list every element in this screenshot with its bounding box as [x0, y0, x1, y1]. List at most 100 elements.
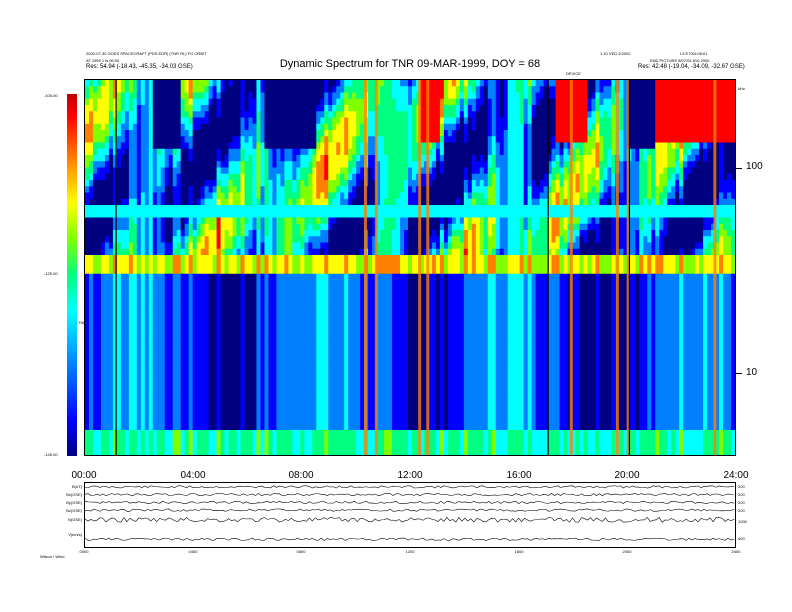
- heatmap-cell: [328, 261, 333, 268]
- heatmap-cell: [96, 442, 102, 450]
- heatmap-cell: [160, 173, 166, 181]
- heatmap-cell: [200, 86, 206, 93]
- heatmap-cell: [300, 423, 305, 431]
- heatmap-cell: [348, 98, 353, 106]
- heatmap-cell: [384, 286, 389, 293]
- heatmap-cell: [104, 161, 110, 168]
- heatmap-cell: [184, 342, 190, 350]
- heatmap-cell: [304, 336, 309, 343]
- heatmap-cell: [368, 386, 373, 393]
- heatmap-cell: [168, 442, 174, 450]
- heatmap-cell: [92, 298, 98, 306]
- heatmap-cell: [136, 130, 142, 137]
- heatmap-cell: [348, 380, 353, 387]
- heatmap-cell: [276, 436, 281, 443]
- heatmap-cell: [244, 92, 249, 100]
- heatmap-cell: [216, 342, 221, 350]
- heatmap-cell: [240, 392, 245, 400]
- heatmap-cell: [140, 442, 146, 450]
- heatmap-cell: [276, 286, 281, 293]
- heatmap-cell: [404, 361, 409, 368]
- heatmap-cell: [192, 86, 198, 93]
- heatmap-cell: [384, 211, 389, 218]
- heatmap-cell: [100, 186, 106, 193]
- heatmap-cell: [148, 380, 154, 387]
- heatmap-cell: [108, 161, 114, 168]
- heatmap-cell: [160, 111, 166, 118]
- heatmap-cell: [280, 80, 285, 87]
- heatmap-cell: [124, 161, 130, 168]
- heatmap-cell: [372, 86, 377, 93]
- heatmap-cell: [140, 198, 146, 206]
- heatmap-cell: [300, 267, 305, 275]
- heatmap-cell: [244, 398, 249, 406]
- heatmap-cell: [368, 155, 373, 162]
- heatmap-cell: [180, 80, 186, 87]
- heatmap-cell: [264, 136, 269, 143]
- heatmap-cell: [344, 317, 349, 325]
- heatmap-cell: [128, 392, 134, 400]
- heatmap-cell: [176, 198, 182, 206]
- heatmap-cell: [280, 142, 285, 150]
- heatmap-cell: [180, 205, 186, 212]
- heatmap-cell: [312, 104, 317, 112]
- heatmap-cell: [272, 80, 277, 87]
- heatmap-cell: [384, 173, 389, 181]
- heatmap-cell: [344, 98, 349, 106]
- heatmap-cell: [292, 123, 297, 131]
- heatmap-cell: [396, 111, 401, 118]
- heatmap-cell: [220, 80, 225, 87]
- heatmap-cell: [320, 161, 325, 168]
- heatmap-cell: [340, 92, 345, 100]
- heatmap-cell: [88, 367, 94, 375]
- heatmap-cell: [88, 273, 94, 281]
- heatmap-cell: [248, 386, 253, 393]
- heatmap-cell: [96, 329, 102, 337]
- heatmap-cell: [228, 198, 233, 206]
- heatmap-cell: [208, 355, 214, 362]
- heatmap-cell: [236, 398, 241, 406]
- heatmap-cell: [144, 192, 150, 200]
- heatmap-cell: [328, 317, 333, 325]
- heatmap-cell: [396, 117, 401, 125]
- heatmap-cell: [116, 211, 122, 218]
- heatmap-cell: [112, 80, 118, 87]
- heatmap-cell: [380, 292, 385, 300]
- heatmap-cell: [208, 329, 214, 337]
- heatmap-cell: [404, 348, 409, 356]
- heatmap-cell: [132, 323, 138, 331]
- heatmap-cell: [384, 305, 389, 312]
- heatmap-cell: [148, 329, 154, 337]
- heatmap-cell: [112, 236, 118, 243]
- heatmap-cell: [292, 173, 297, 181]
- heatmap-cell: [272, 92, 277, 100]
- heatmap-cell: [204, 130, 210, 137]
- heatmap-cell: [320, 142, 325, 150]
- heatmap-cell: [344, 236, 349, 243]
- heatmap-cell: [284, 392, 289, 400]
- heatmap-cell: [360, 392, 365, 400]
- heatmap-cell: [168, 148, 174, 156]
- heatmap-cell: [232, 254, 237, 262]
- heatmap-cell: [360, 205, 365, 212]
- heatmap-cell: [116, 298, 122, 306]
- heatmap-cell: [288, 80, 293, 87]
- heatmap-cell: [360, 286, 365, 293]
- heatmap-cell: [268, 92, 273, 100]
- heatmap-cell: [248, 130, 253, 137]
- heatmap-cell: [192, 173, 198, 181]
- heatmap-cell: [352, 86, 357, 93]
- heatmap-cell: [228, 305, 233, 312]
- heatmap-cell: [212, 98, 217, 106]
- heatmap-cell: [132, 179, 138, 187]
- heatmap-cell: [120, 367, 126, 375]
- heatmap-cell: [264, 155, 269, 162]
- heatmap-cell: [292, 242, 297, 250]
- heatmap-cell: [268, 273, 273, 281]
- heatmap-cell: [356, 411, 361, 418]
- heatmap-cell: [320, 361, 325, 368]
- heatmap-cell: [336, 198, 341, 206]
- heatmap-cell: [276, 155, 281, 162]
- heatmap-cell: [168, 423, 174, 431]
- heatmap-cell: [172, 404, 178, 412]
